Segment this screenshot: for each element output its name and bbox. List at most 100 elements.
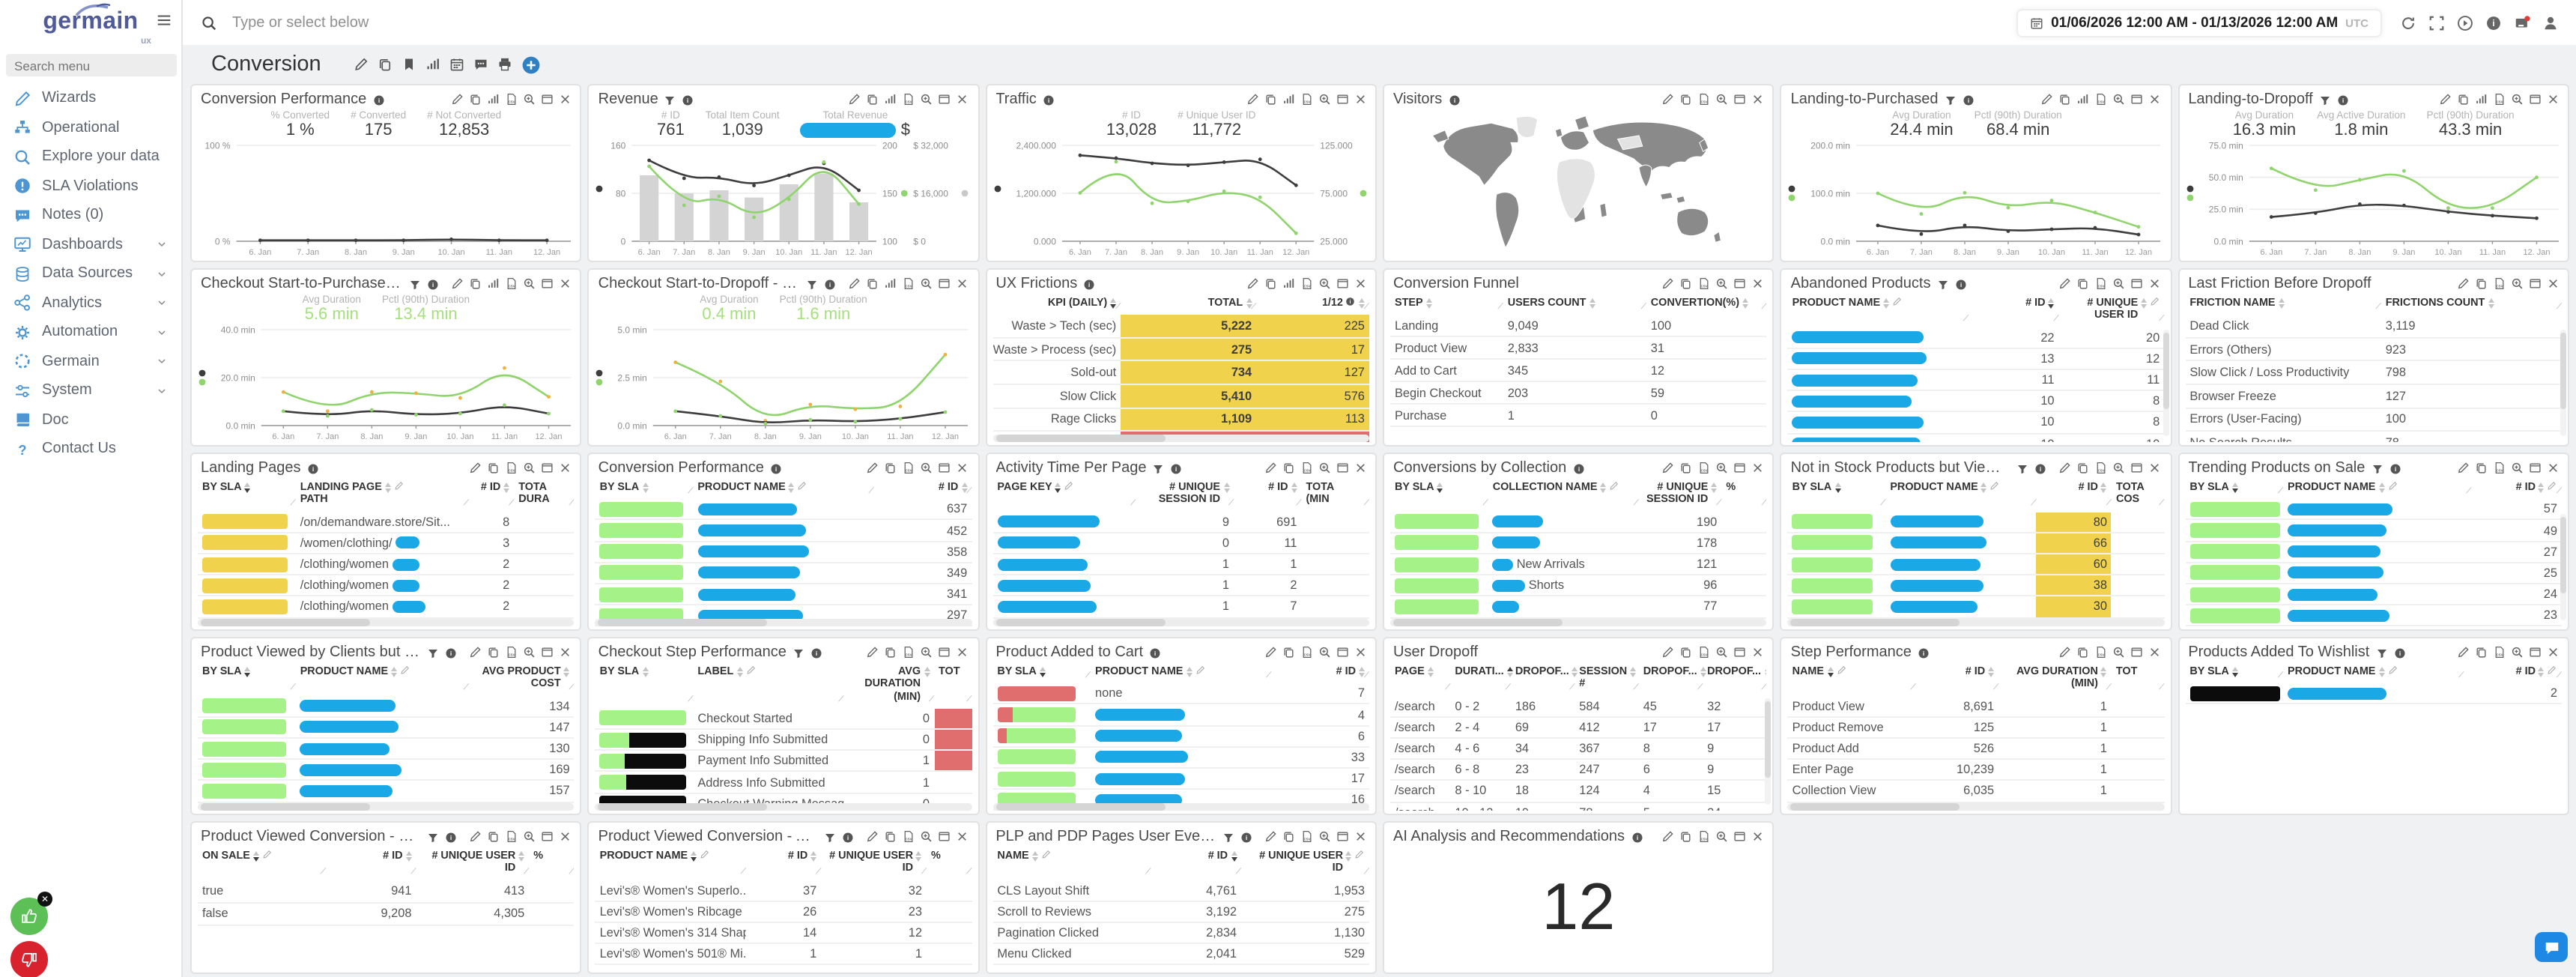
edit-icon[interactable] xyxy=(451,278,464,291)
sort-control[interactable] xyxy=(563,667,570,677)
csv-icon[interactable]: CSV xyxy=(2094,94,2107,106)
copy-icon[interactable] xyxy=(866,94,879,106)
edit-icon[interactable] xyxy=(2548,665,2557,675)
copy-icon[interactable] xyxy=(1679,647,1692,659)
zoom-icon[interactable] xyxy=(2112,647,2125,659)
chart-icon[interactable] xyxy=(884,278,897,291)
sort-control[interactable] xyxy=(252,851,259,862)
edit-icon[interactable] xyxy=(866,462,879,475)
csv-icon[interactable]: CSV xyxy=(2492,278,2505,291)
close-icon[interactable] xyxy=(1354,462,1366,475)
window-icon[interactable] xyxy=(1336,831,1348,844)
window-icon[interactable] xyxy=(2130,278,2143,291)
zoom-icon[interactable] xyxy=(1318,94,1330,106)
edit-icon[interactable] xyxy=(2456,462,2469,475)
sidebar-item-wizards[interactable]: Wizards xyxy=(0,84,181,113)
edit-icon[interactable] xyxy=(2387,665,2397,675)
zoom-icon[interactable] xyxy=(1318,462,1330,475)
play-icon[interactable] xyxy=(2457,14,2473,31)
scrollbar-thumb[interactable] xyxy=(2560,333,2566,410)
csv-icon[interactable]: CSV xyxy=(1300,94,1312,106)
edit-icon[interactable] xyxy=(745,665,755,675)
copy-icon[interactable] xyxy=(884,831,897,844)
infodark-icon[interactable]: i xyxy=(2485,14,2502,31)
sort-control[interactable] xyxy=(1883,298,1890,309)
filter-icon[interactable] xyxy=(806,278,818,290)
window-icon[interactable] xyxy=(938,94,951,106)
chart-icon[interactable] xyxy=(1282,278,1294,291)
window-icon[interactable] xyxy=(1733,831,1746,844)
hamburger-menu-icon[interactable] xyxy=(156,12,172,28)
edit-icon[interactable] xyxy=(2058,647,2071,659)
scrollbar-thumb[interactable] xyxy=(995,435,1166,442)
close-icon[interactable] xyxy=(1354,831,1366,844)
copy-icon[interactable] xyxy=(1282,647,1294,659)
window-icon[interactable] xyxy=(2528,94,2541,106)
window-icon[interactable] xyxy=(541,462,554,475)
scrollbar-thumb[interactable] xyxy=(995,803,1166,811)
copy-icon[interactable] xyxy=(487,647,500,659)
copy-icon[interactable] xyxy=(487,462,500,475)
scrollbar-thumb[interactable] xyxy=(1790,619,1960,626)
edit-icon[interactable] xyxy=(1246,94,1258,106)
filter-icon[interactable] xyxy=(409,278,421,290)
edit-icon[interactable] xyxy=(1661,647,1674,659)
csv-icon[interactable]: CSV xyxy=(505,831,518,844)
scrollbar-thumb[interactable] xyxy=(598,619,768,626)
sidebar-search-input[interactable] xyxy=(5,54,176,76)
close-icon[interactable] xyxy=(2546,647,2559,659)
chart-icon[interactable] xyxy=(1282,94,1294,106)
sort-control[interactable] xyxy=(2538,483,2545,493)
zoom-icon[interactable] xyxy=(920,94,933,106)
close-icon[interactable] xyxy=(956,831,969,844)
close-icon[interactable] xyxy=(559,278,572,291)
edit-icon[interactable] xyxy=(866,831,879,844)
window-icon[interactable] xyxy=(541,831,554,844)
window-icon[interactable] xyxy=(938,278,951,291)
close-icon[interactable] xyxy=(2546,462,2559,475)
screenalert-icon[interactable] xyxy=(2514,14,2530,31)
edit-icon[interactable] xyxy=(2058,278,2071,291)
edit-icon[interactable] xyxy=(1892,297,1902,306)
csv-icon[interactable]: CSV xyxy=(1300,278,1312,291)
sidebar-item-automation[interactable]: Automation xyxy=(0,318,181,347)
copy-icon[interactable] xyxy=(2076,278,2089,291)
zoom-icon[interactable] xyxy=(2510,462,2523,475)
zoom-icon[interactable] xyxy=(523,462,536,475)
filter-icon[interactable] xyxy=(793,647,804,659)
sidebar-item-analytics[interactable]: Analytics xyxy=(0,288,181,318)
chart-icon[interactable] xyxy=(487,278,500,291)
edit-icon[interactable] xyxy=(469,462,482,475)
window-icon[interactable] xyxy=(938,462,951,475)
sort-control[interactable] xyxy=(1981,483,1987,493)
sort-control[interactable] xyxy=(1827,667,1833,677)
zoom-icon[interactable] xyxy=(1715,462,1728,475)
copy-icon[interactable] xyxy=(1282,831,1294,844)
sort-control[interactable] xyxy=(391,667,398,677)
filter-icon[interactable] xyxy=(2371,462,2383,474)
close-icon[interactable] xyxy=(559,462,572,475)
csv-icon[interactable]: CSV xyxy=(902,831,915,844)
sidebar-item-explore-your-data[interactable]: Explore your data xyxy=(0,142,181,172)
sort-control[interactable] xyxy=(1506,667,1513,677)
edit-icon[interactable] xyxy=(2058,462,2071,475)
sort-control[interactable] xyxy=(1425,298,1432,309)
edit-icon[interactable] xyxy=(2040,94,2053,106)
zoom-icon[interactable] xyxy=(523,831,536,844)
scrollbar-thumb[interactable] xyxy=(2560,517,2566,594)
filter-icon[interactable] xyxy=(1153,462,1165,474)
edit-icon[interactable] xyxy=(1264,831,1276,844)
copy-icon[interactable] xyxy=(1679,831,1692,844)
filter-icon[interactable] xyxy=(1936,278,1948,290)
zoom-icon[interactable] xyxy=(920,278,933,291)
sort-control[interactable] xyxy=(1711,483,1718,493)
sort-control[interactable] xyxy=(1110,298,1117,309)
copy-icon[interactable] xyxy=(866,278,879,291)
close-icon[interactable] xyxy=(1354,647,1366,659)
edit-icon[interactable] xyxy=(1355,850,1365,859)
close-icon[interactable] xyxy=(1751,94,1764,106)
close-icon[interactable] xyxy=(2148,278,2161,291)
window-icon[interactable] xyxy=(1733,278,1746,291)
close-icon[interactable] xyxy=(2148,462,2161,475)
csv-icon[interactable]: CSV xyxy=(1697,94,1710,106)
